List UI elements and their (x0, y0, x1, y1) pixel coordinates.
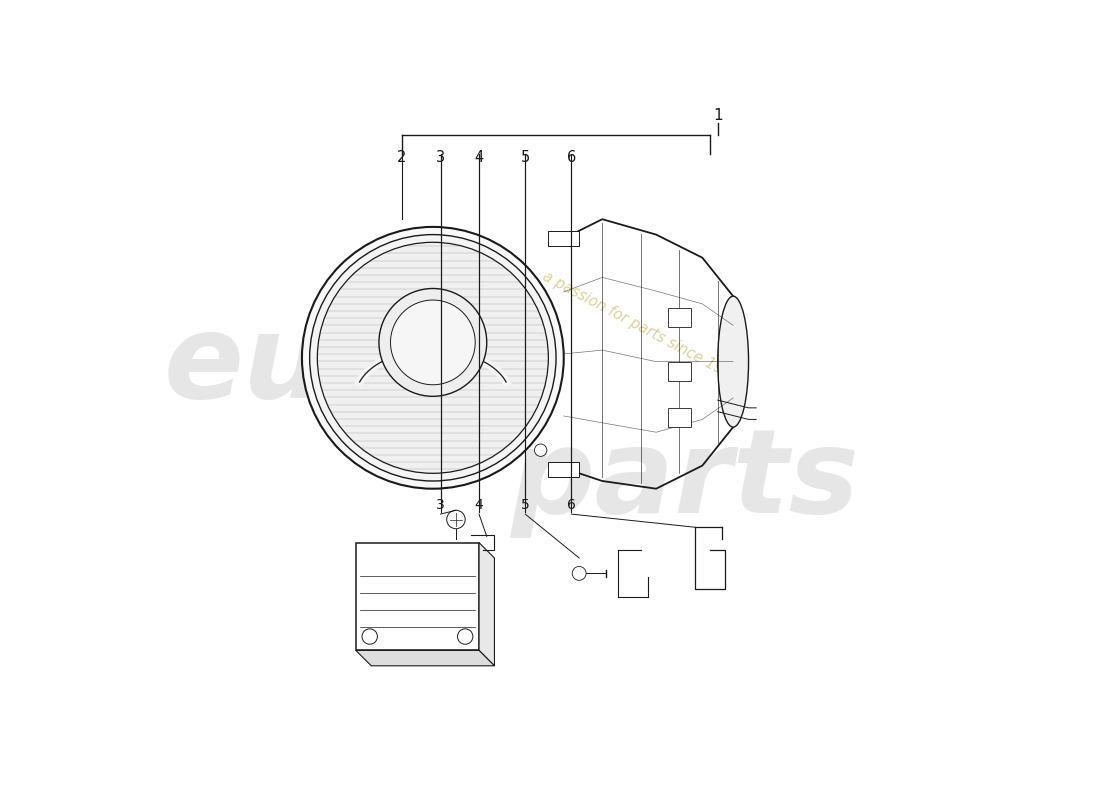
Circle shape (362, 629, 377, 644)
Circle shape (572, 566, 586, 580)
Bar (355, 542, 478, 650)
Text: a passion for parts since 1985: a passion for parts since 1985 (540, 269, 741, 386)
Ellipse shape (301, 227, 563, 489)
Ellipse shape (378, 289, 486, 396)
Polygon shape (355, 650, 495, 666)
Circle shape (458, 629, 473, 644)
Ellipse shape (390, 300, 475, 385)
Text: 1: 1 (713, 108, 723, 123)
Bar (668, 408, 691, 427)
Circle shape (447, 510, 465, 529)
Ellipse shape (717, 296, 748, 427)
Text: 3: 3 (436, 150, 446, 165)
Bar (668, 362, 691, 381)
Text: 4: 4 (475, 498, 483, 512)
Ellipse shape (317, 242, 548, 474)
Text: 6: 6 (566, 498, 576, 512)
Text: 2: 2 (397, 150, 407, 165)
Bar (668, 308, 691, 327)
Ellipse shape (310, 234, 556, 481)
Circle shape (535, 444, 547, 456)
Text: 5: 5 (521, 498, 529, 512)
Text: 3: 3 (437, 498, 444, 512)
Text: euro: euro (163, 308, 466, 423)
Text: 6: 6 (566, 150, 576, 165)
Text: parts: parts (509, 423, 859, 538)
Text: 5: 5 (520, 150, 530, 165)
Bar (548, 230, 579, 246)
Text: 4: 4 (474, 150, 484, 165)
Polygon shape (478, 542, 495, 666)
Bar (548, 462, 579, 477)
